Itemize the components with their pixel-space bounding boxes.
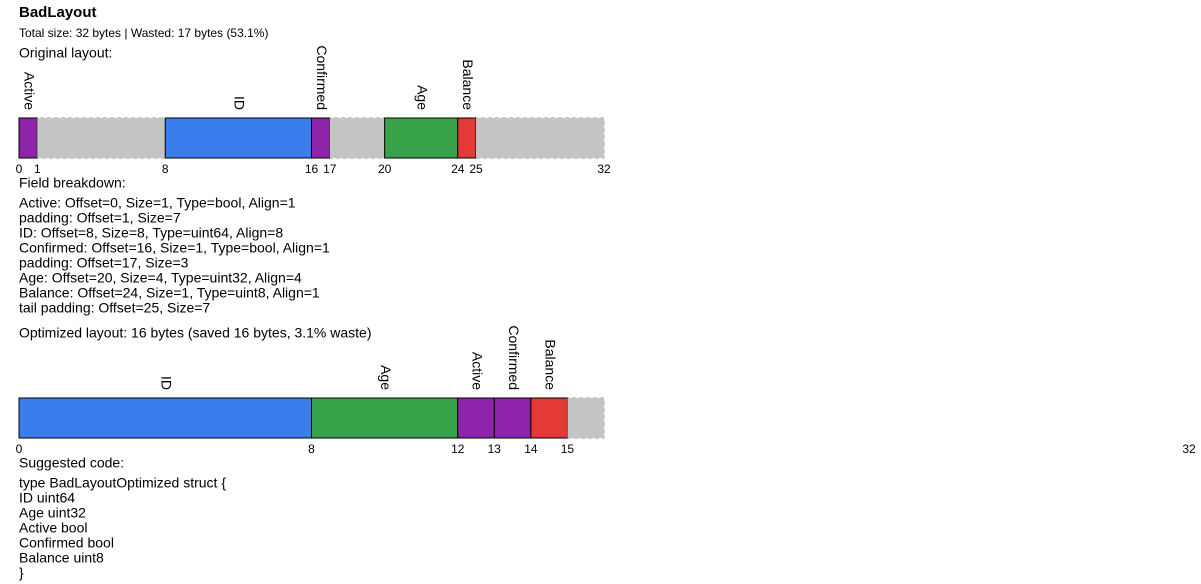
field-label: Active [469,352,485,390]
code-line: Confirmed bool [19,535,114,551]
offset-tick-label: 8 [162,162,169,176]
offset-tick-label: 20 [378,162,392,176]
title: BadLayout [19,4,97,21]
offset-tick-label: 15 [561,442,575,456]
code-line: Active bool [19,520,87,536]
breakdown-line: tail padding: Offset=25, Size=7 [19,300,210,316]
section-heading: Original layout: [19,45,112,61]
field-label: Age [414,85,430,110]
breakdown-line: padding: Offset=1, Size=7 [19,210,181,226]
padding-segment [567,398,604,438]
padding-segment [329,118,385,158]
section-heading: Optimized layout: 16 bytes (saved 16 byt… [19,325,372,341]
field-segment [164,117,312,159]
offset-tick-label: 32 [1182,442,1196,456]
field-segment [311,397,459,439]
field-label: ID [159,376,175,390]
code-line: } [19,565,24,581]
breakdown-line: Age: Offset=20, Size=4, Type=uint32, Ali… [19,270,302,286]
field-label: Confirmed [314,45,330,110]
code-line: Age uint32 [19,505,86,521]
code-line: ID uint64 [19,490,75,506]
padding-segment [37,118,166,158]
offset-tick-label: 1 [34,162,41,176]
offset-tick-label: 32 [597,162,611,176]
field-segment [18,117,38,159]
field-segment [457,397,495,439]
offset-tick-label: 0 [16,162,23,176]
offset-tick-label: 24 [451,162,465,176]
field-label: Balance [460,59,476,110]
field-segment [18,397,312,439]
breakdown-line: padding: Offset=17, Size=3 [19,255,189,271]
offset-tick-label: 8 [308,442,315,456]
code-line: Balance uint8 [19,550,104,566]
field-label: Balance [542,339,558,390]
offset-tick-label: 0 [16,442,23,456]
field-segment [457,117,477,159]
section-heading: Suggested code: [19,455,124,471]
offset-tick-label: 14 [524,442,538,456]
field-label: ID [232,96,248,110]
field-label: Age [378,365,394,390]
offset-tick-label: 16 [305,162,319,176]
field-segment [311,117,331,159]
field-label: Confirmed [506,325,522,390]
field-segment [384,117,459,159]
offset-tick-label: 12 [451,442,465,456]
offset-tick-label: 13 [488,442,502,456]
offset-tick-label: 17 [323,162,337,176]
field-segment [530,397,568,439]
offset-tick-label: 25 [469,162,483,176]
field-label: Active [21,72,37,110]
summary: Total size: 32 bytes | Wasted: 17 bytes … [19,26,268,40]
field-segment [493,397,532,439]
breakdown-line: ID: Offset=8, Size=8, Type=uint64, Align… [19,225,283,241]
breakdown-line: Confirmed: Offset=16, Size=1, Type=bool,… [19,240,330,256]
section-heading: Field breakdown: [19,175,126,191]
padding-segment [476,118,604,158]
breakdown-line: Active: Offset=0, Size=1, Type=bool, Ali… [19,195,296,211]
code-line: type BadLayoutOptimized struct { [19,475,226,491]
breakdown-line: Balance: Offset=24, Size=1, Type=uint8, … [19,285,320,301]
